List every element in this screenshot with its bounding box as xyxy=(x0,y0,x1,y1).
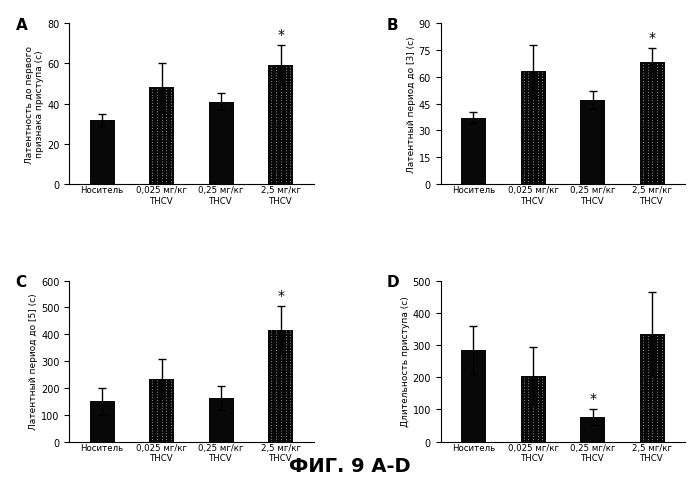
Y-axis label: Латентность до первого
признака приступа (с): Латентность до первого признака приступа… xyxy=(25,46,44,163)
Bar xyxy=(580,418,605,442)
Bar xyxy=(268,66,293,185)
Text: C: C xyxy=(15,275,27,289)
Text: D: D xyxy=(387,275,400,289)
Bar xyxy=(640,334,665,442)
Text: *: * xyxy=(277,28,284,42)
Bar xyxy=(149,88,174,185)
Text: B: B xyxy=(387,18,398,33)
Bar xyxy=(461,119,486,185)
Bar xyxy=(640,63,665,185)
Bar xyxy=(90,401,115,442)
Text: A: A xyxy=(15,18,27,33)
Y-axis label: Латентный период до [5] (с): Латентный период до [5] (с) xyxy=(29,293,38,430)
Text: ФИГ. 9 A-D: ФИГ. 9 A-D xyxy=(289,456,411,475)
Bar xyxy=(209,102,234,185)
Y-axis label: Латентный период до [3] (с): Латентный период до [3] (с) xyxy=(407,36,416,172)
Y-axis label: Длительность приступа (с): Длительность приступа (с) xyxy=(400,296,410,427)
Bar xyxy=(268,331,293,442)
Bar xyxy=(209,398,234,442)
Text: *: * xyxy=(277,288,284,302)
Bar xyxy=(461,350,486,442)
Text: *: * xyxy=(589,392,596,406)
Bar xyxy=(90,120,115,185)
Bar xyxy=(149,380,174,442)
Bar xyxy=(521,72,545,185)
Bar xyxy=(521,376,545,442)
Text: *: * xyxy=(649,31,656,45)
Bar xyxy=(580,101,605,185)
